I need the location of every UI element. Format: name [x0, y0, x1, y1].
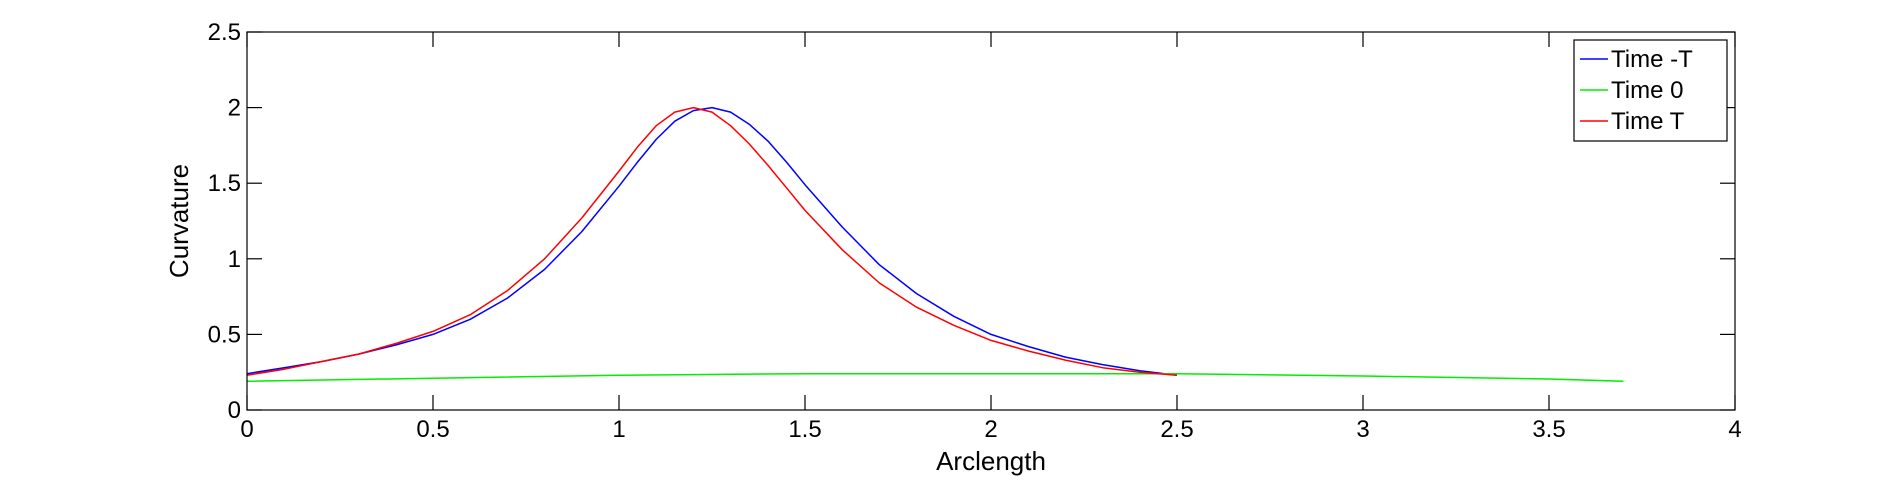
legend-label-2: Time T	[1611, 108, 1685, 135]
x-tick-label-5: 2.5	[1160, 416, 1193, 443]
x-tick-label-6: 3	[1356, 416, 1369, 443]
x-tick-label-8: 4	[1728, 416, 1741, 443]
legend-label-0: Time -T	[1611, 46, 1693, 73]
x-tick-label-3: 1.5	[788, 416, 821, 443]
plot-area	[247, 32, 1735, 410]
series-layer	[246, 106, 1624, 383]
x-tick-label-7: 3.5	[1532, 416, 1565, 443]
y-tick-label-4: 2	[228, 95, 241, 122]
y-tick-label-3: 1.5	[208, 170, 241, 197]
axes-layer: 0 0.5 1 1.5 2 2.5 3 3.5 4 0 0.5 1 1.5 2 2.5	[208, 19, 1742, 443]
series-line-1	[246, 372, 1624, 383]
x-tick-label-2: 1	[612, 416, 625, 443]
y-tick-label-0: 0	[228, 397, 241, 424]
legend-label-1: Time 0	[1611, 77, 1683, 104]
x-tick-label-0: 0	[240, 416, 253, 443]
x-tick-label-1: 0.5	[416, 416, 449, 443]
series-line-0	[246, 106, 1178, 376]
y-tick-label-1: 0.5	[208, 321, 241, 348]
x-tick-label-4: 2	[984, 416, 997, 443]
y-tick-label-5: 2.5	[208, 19, 241, 46]
x-axis-label: Arclength	[936, 446, 1046, 476]
y-tick-label-2: 1	[228, 246, 241, 273]
series-line-2	[246, 106, 1178, 376]
y-axis-label: Curvature	[164, 164, 194, 278]
legend: Time -T Time 0 Time T	[1573, 39, 1728, 142]
